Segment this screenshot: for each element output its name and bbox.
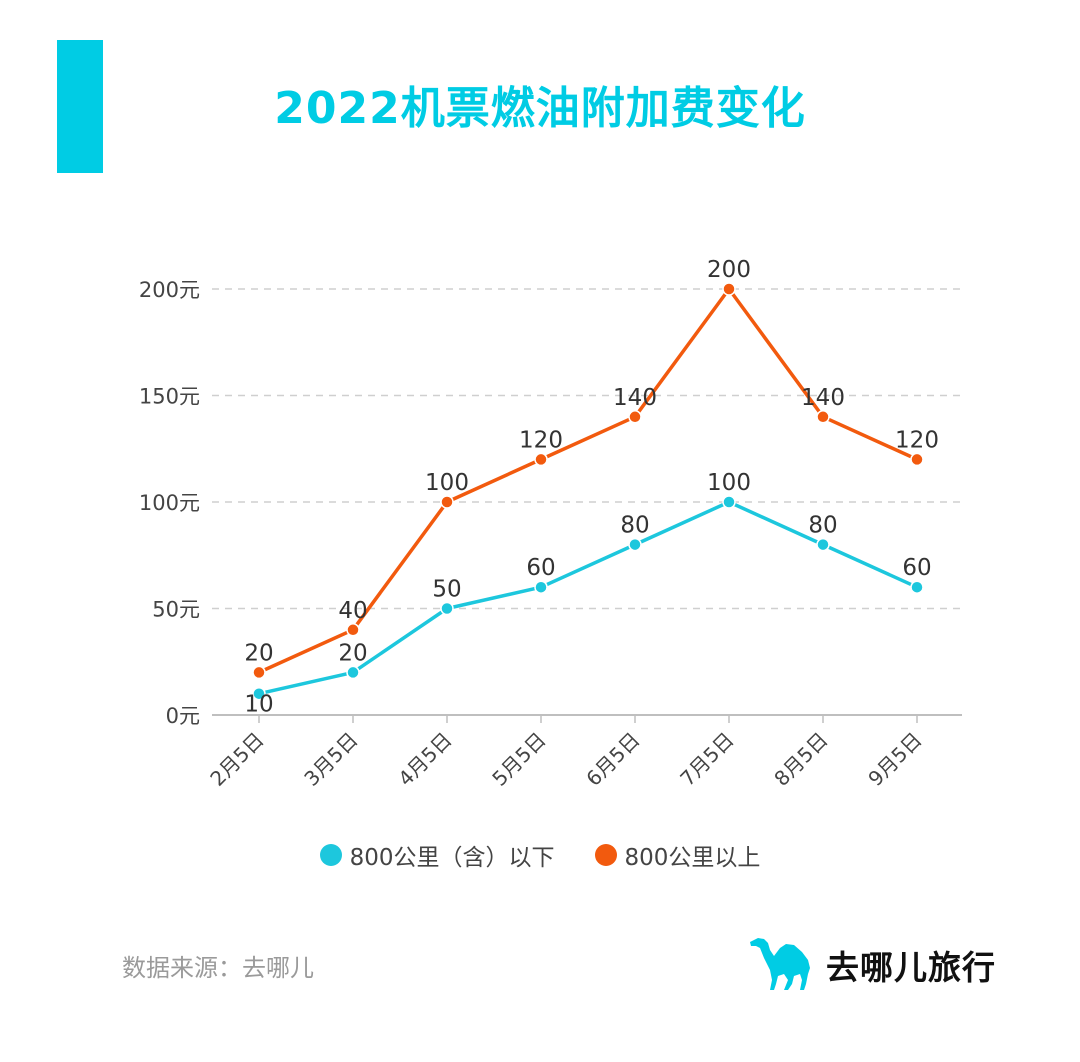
data-label: 140 [801,385,845,411]
title-accent-bar [57,40,103,173]
x-tick-label: 9月5日 [863,728,926,791]
data-point [534,580,548,594]
y-tick-label: 50元 [152,598,200,622]
data-point [816,410,830,424]
data-label: 80 [620,513,649,539]
brand-logo: 去哪儿旅行 [748,934,996,996]
series-line-high [258,287,918,674]
legend-item-low[interactable]: 800公里（含）以下 [319,838,555,872]
data-point [440,601,454,616]
chart-title: 2022机票燃油附加费变化 [274,83,806,134]
legend-marker-high [594,844,617,866]
legend: 800公里（含）以下 800公里以上 [0,838,1080,872]
legend-item-high[interactable]: 800公里以上 [594,838,761,872]
data-point [910,452,924,467]
data-label: 20 [244,640,273,666]
data-label: 10 [244,692,273,718]
data-label: 120 [895,427,939,453]
camel-icon [748,934,820,996]
x-tick-label: 5月5日 [487,728,550,791]
y-tick-label: 100元 [139,491,200,515]
data-point [910,580,924,594]
legend-marker-low [319,844,342,866]
x-tick-label: 7月5日 [675,728,738,791]
y-tick-label: 200元 [139,278,200,302]
data-label: 120 [519,427,563,453]
legend-label-low: 800公里（含）以下 [349,845,555,871]
data-label: 60 [526,555,555,581]
y-tick-label: 150元 [139,385,200,409]
data-label: 20 [338,640,367,666]
data-point [628,537,642,552]
data-label: 100 [425,470,469,496]
data-label: 200 [707,257,751,283]
y-tick-label: 0元 [166,704,200,728]
data-point [346,623,360,637]
data-point [252,686,266,701]
data-point [534,452,548,467]
data-label: 40 [338,598,367,624]
data-label: 60 [902,555,931,581]
series [252,282,924,701]
data-label: 100 [707,470,751,496]
series-line-low [258,500,918,696]
data-labels: 10 20 50 60 80 100 80 60 20 40 100 120 140 200 140 120 [244,257,939,718]
data-label: 80 [808,513,837,539]
data-point [440,495,454,509]
x-tick-label: 4月5日 [393,728,456,791]
x-tick-label: 2月5日 [205,728,268,791]
data-point [628,410,642,424]
legend-label-high: 800公里以上 [624,845,761,871]
grid-lines [212,288,962,610]
data-source: 数据来源：去哪儿 [122,954,314,982]
data-label: 140 [613,385,657,411]
x-tick-label: 3月5日 [299,728,362,791]
data-point [346,665,360,680]
data-point [252,665,266,680]
x-tick-label: 8月5日 [769,728,832,791]
brand-name: 去哪儿旅行 [826,948,996,987]
data-label: 50 [432,577,461,603]
x-tick-label: 6月5日 [581,728,644,791]
data-point [816,537,830,552]
data-point [722,495,736,509]
data-point [722,282,736,296]
